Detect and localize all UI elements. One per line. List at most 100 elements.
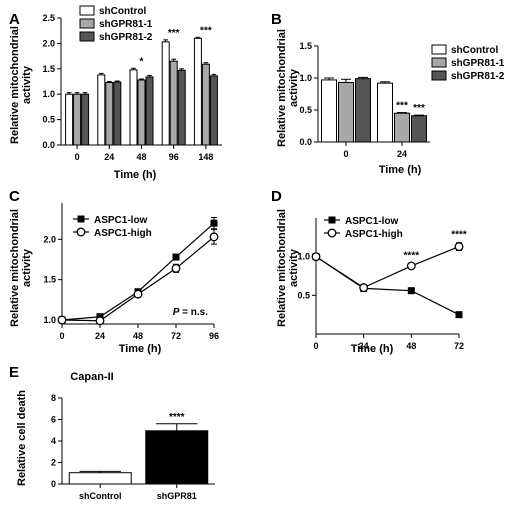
panel-d-plot: 0.5 1.0 0 24 48 72 **** **** ASPC1-low ASPC1-high — [297, 216, 466, 351]
panel-a-bar — [81, 93, 90, 146]
panel-c-legend-marker — [77, 215, 85, 223]
panel-a-significance: *** — [168, 28, 180, 39]
panel-d-point-circle — [406, 261, 416, 271]
panel-a-y-tick-label: 0.5 — [42, 115, 55, 125]
panel-d-xlabel: Time (h) — [351, 343, 394, 355]
panel-e-y-tick-label: 0 — [51, 479, 56, 489]
panel-a-bar — [105, 82, 114, 146]
panel-a: A Relative mitochondrial activity Time (… — [9, 5, 222, 181]
panel-d-point-square — [455, 311, 463, 319]
panel-b-legend-swatch — [431, 70, 447, 81]
panel-a-bar — [169, 60, 178, 146]
panel-e-title: Capan-II — [70, 371, 113, 383]
panel-d-point-square — [407, 287, 415, 295]
panel-e-letter: E — [9, 364, 19, 381]
panel-c-legend-marker — [76, 227, 86, 237]
panel-b-y-tick-label: 0.0 — [299, 137, 312, 147]
panel-d-ylabel-line1: Relative mitochondrial — [276, 209, 288, 327]
panel-a-xlabel: Time (h) — [114, 169, 157, 181]
panel-b-ylabel-line2: activity — [288, 68, 300, 107]
panel-c-ylabel-line2: activity — [21, 248, 33, 287]
panel-c-y-tick-label: 2.0 — [43, 234, 56, 244]
panel-a-y-tick-label: 1.0 — [42, 89, 55, 99]
panel-d-point-circle — [454, 242, 464, 252]
panel-b-significance: *** — [413, 103, 425, 114]
panel-a-x-tick-label: 148 — [198, 152, 213, 162]
panel-c-point-circle — [209, 232, 219, 242]
panel-a-bar — [73, 93, 82, 146]
panel-d-series-line — [315, 246, 460, 289]
panel-b-bar — [338, 81, 354, 143]
panel-c-point-circle — [133, 289, 143, 299]
panel-d: D Relative mitochondrial activity Time (… — [271, 188, 467, 355]
panel-a-legend-swatch — [79, 31, 95, 42]
panel-a-x-tick-label: 0 — [75, 152, 80, 162]
panel-d-series-line — [315, 256, 460, 316]
panel-e-y-tick-label: 2 — [51, 458, 56, 468]
panel-a-bar — [113, 81, 122, 146]
panel-c-x-tick-label: 96 — [209, 331, 219, 341]
panel-b-y-tick-label: 1.5 — [299, 41, 312, 51]
panel-b-x-tick-label: 0 — [343, 149, 348, 159]
panel-b-legend-label: shControl — [451, 45, 498, 56]
panel-c-point-circle — [57, 315, 67, 325]
panel-c-y-tick-label: 1.0 — [43, 315, 56, 325]
panel-c-ylabel-line1: Relative mitochondrial — [9, 209, 21, 327]
panel-a-plot: 0.00.51.01.52.02.50 24 48 96 148**** ***shCon… — [42, 5, 222, 162]
panel-c-legend-label: ASPC1-high — [94, 228, 152, 239]
panel-e-significance: **** — [169, 412, 185, 423]
panel-d-point-circle — [359, 283, 369, 293]
panel-a-significance: *** — [200, 25, 212, 36]
panel-e-plot: 0 2 4 6 8 shControl shGPR81 **** — [51, 393, 215, 501]
panel-b-legend-label: shGPR81-1 — [451, 58, 505, 69]
panel-a-legend-label: shGPR81-2 — [99, 32, 153, 43]
panel-c-x-tick-label: 0 — [59, 331, 64, 341]
panel-c-xlabel: Time (h) — [119, 343, 162, 355]
panel-a-bar — [65, 93, 74, 146]
panel-a-y-tick-label: 1.5 — [42, 64, 55, 74]
panel-a-legend-label: shControl — [99, 6, 146, 17]
panel-d-point-circle — [311, 252, 321, 262]
panel-a-bar — [97, 74, 106, 146]
panel-a-legend-swatch — [79, 18, 95, 29]
panel-a-letter: A — [9, 11, 20, 28]
panel-b-legend-label: shGPR81-2 — [451, 71, 505, 82]
panel-d-legend-label: ASPC1-low — [345, 216, 399, 227]
panel-b-xlabel: Time (h) — [379, 164, 422, 176]
panel-b-bar — [411, 115, 427, 143]
panel-e-bar — [68, 472, 132, 485]
panel-c: C Relative mitochondrial activity Time (… — [9, 188, 219, 355]
panel-c-legend-label: ASPC1-low — [94, 215, 148, 226]
panel-b-ylabel-line1: Relative mitochondrial — [276, 29, 288, 147]
panel-c-x-tick-label: 72 — [171, 331, 181, 341]
panel-c-point-square — [210, 219, 218, 227]
panel-d-x-tick-label: 24 — [359, 341, 369, 351]
panel-c-plot: 1.0 1.5 2.0 0 24 48 72 96 ASPC1-low ASPC1-high — [43, 203, 219, 341]
panel-a-y-tick-label: 0.0 — [42, 140, 55, 150]
panel-e-ylabel: Relative cell death — [16, 390, 28, 486]
panel-c-y-tick-label: 1.5 — [43, 275, 56, 285]
panel-b-x-tick-label: 24 — [397, 149, 407, 159]
panel-b: B Relative mitochondrial activity Time (… — [271, 11, 505, 176]
panel-e-x-tick-label: shGPR81 — [157, 491, 197, 501]
panel-b-y-tick-label: 0.5 — [299, 105, 312, 115]
panel-a-x-tick-label: 48 — [136, 152, 146, 162]
panel-c-point-square — [172, 253, 180, 261]
panel-b-bar — [377, 82, 393, 143]
panel-a-y-tick-label: 2.5 — [42, 13, 55, 23]
panel-b-significance: *** — [396, 101, 408, 112]
panel-c-x-tick-label: 48 — [133, 331, 143, 341]
panel-e-y-tick-label: 6 — [51, 415, 56, 425]
panel-d-letter: D — [271, 188, 282, 205]
panel-a-x-tick-label: 24 — [104, 152, 114, 162]
panel-e-y-tick-label: 4 — [51, 436, 56, 446]
panel-a-significance: * — [140, 56, 144, 67]
panel-c-note-rest: = n.s. — [179, 307, 208, 318]
panel-a-ylabel-line1: Relative mitochondrial — [9, 26, 21, 144]
panel-d-x-tick-label: 0 — [313, 341, 318, 351]
panel-d-significance: **** — [404, 251, 420, 262]
panel-a-bar — [129, 69, 138, 146]
panel-d-x-tick-label: 48 — [406, 341, 416, 351]
panel-d-y-tick-label: 0.5 — [297, 290, 310, 300]
